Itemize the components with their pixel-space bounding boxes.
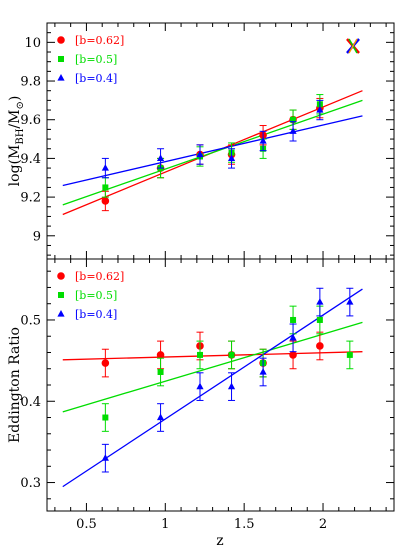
legend-label: [b=0.62] [75, 34, 124, 47]
legend-label: [b=0.5] [75, 289, 117, 302]
legend-label: [b=0.62] [75, 270, 124, 283]
x-tick-label: 0.5 [76, 517, 97, 532]
data-point [289, 127, 297, 134]
data-point [156, 413, 165, 421]
fit-line [62, 99, 363, 206]
data-point [101, 359, 110, 367]
y-tick-label: 9.4 [20, 152, 41, 167]
data-point [102, 414, 109, 421]
y-axis-label-part: ⊙ [15, 101, 26, 109]
data-point [316, 106, 324, 113]
y-axis-label-part: BH [15, 128, 26, 144]
y-axis-label-part: ) [7, 96, 23, 101]
x-tick-label: 2 [319, 517, 327, 532]
x-axis-label: z [216, 533, 223, 549]
y-tick-label: 9.8 [20, 75, 41, 90]
legend-label: [b=0.5] [75, 53, 117, 66]
legend-label: [b=0.4] [75, 72, 117, 85]
data-point [259, 367, 267, 375]
x-mark-symbol [348, 38, 358, 54]
data-point [156, 154, 165, 162]
y-tick-label: 9.2 [20, 191, 41, 206]
y-tick-label: 0.3 [20, 476, 41, 491]
y-tick-label: 0.5 [20, 313, 41, 328]
x-tick-label: 1 [161, 517, 169, 532]
legend-marker [58, 292, 64, 298]
data-point [259, 137, 267, 144]
y-axis-label-top: log(MBH/M⊙) [7, 96, 26, 187]
data-point [227, 154, 236, 162]
data-point [228, 351, 235, 358]
y-axis-label-bottom: Eddington Ratio [7, 327, 23, 443]
fit-line [62, 115, 363, 187]
data-point [346, 298, 354, 305]
fit-line [62, 288, 363, 488]
data-point [101, 197, 110, 205]
data-point [101, 454, 109, 461]
panel-top: 9 9.2 9.4 9.6 9.8 10 [b=0.62] [b=0.5] [b=0.4] log… [7, 22, 395, 260]
data-point [101, 164, 109, 171]
x-tick-label: 1.5 [234, 517, 255, 532]
y-tick-label: 9.6 [20, 113, 41, 128]
data-point [196, 382, 204, 390]
y-axis-label-part: log(M [7, 145, 23, 187]
data-point [316, 316, 323, 323]
data-point [316, 298, 324, 305]
y-tick-label: 9 [33, 229, 41, 244]
data-point [289, 351, 297, 359]
legend-marker [57, 310, 65, 317]
legend-marker [57, 36, 65, 44]
fit-line [62, 321, 363, 413]
legend-marker [57, 74, 65, 81]
legend-marker [58, 56, 64, 62]
panel-bottom: 0.3 0.4 0.5 0.5 1 1.5 2 [b=0.62] [b=0.5] [b=0.4] E… [7, 258, 395, 549]
legend-label: [b=0.4] [75, 308, 117, 321]
y-tick-label: 0.4 [20, 395, 41, 410]
data-point [290, 316, 297, 323]
data-point [102, 184, 109, 191]
data-point [227, 382, 236, 390]
data-point [316, 342, 324, 350]
legend-marker [57, 272, 65, 280]
y-axis-label-part: /M [7, 110, 23, 129]
data-point [196, 351, 203, 358]
data-point [156, 351, 165, 359]
data-point [289, 333, 297, 341]
data-point [157, 368, 164, 375]
fit-line [62, 351, 363, 361]
data-point [290, 116, 297, 123]
y-tick-label: 10 [24, 36, 41, 51]
data-point [196, 150, 204, 158]
data-point [346, 351, 353, 358]
